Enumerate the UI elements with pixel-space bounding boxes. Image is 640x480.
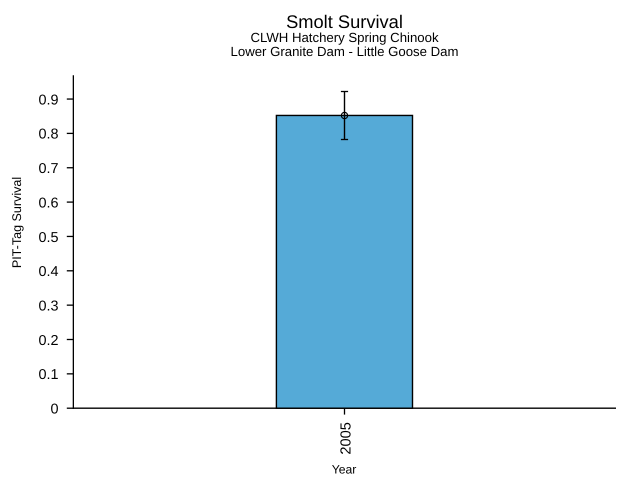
svg-text:0.5: 0.5 — [38, 230, 58, 246]
svg-text:PIT-Tag Survival: PIT-Tag Survival — [10, 177, 24, 268]
svg-text:Year: Year — [332, 463, 357, 477]
svg-text:0.3: 0.3 — [38, 298, 58, 314]
svg-text:0.1: 0.1 — [38, 367, 58, 383]
svg-text:0: 0 — [50, 402, 58, 418]
svg-text:0.2: 0.2 — [38, 333, 58, 349]
svg-text:CLWH Hatchery Spring Chinook: CLWH Hatchery Spring Chinook — [250, 30, 439, 45]
svg-text:Smolt Survival: Smolt Survival — [286, 11, 403, 32]
svg-text:Lower Granite Dam - Little Goo: Lower Granite Dam - Little Goose Dam — [231, 44, 459, 59]
svg-text:2005: 2005 — [339, 422, 355, 454]
svg-text:0.8: 0.8 — [38, 127, 58, 143]
svg-text:0.7: 0.7 — [38, 161, 58, 177]
svg-text:0.4: 0.4 — [38, 264, 58, 280]
svg-text:0.6: 0.6 — [38, 195, 58, 211]
svg-text:0.9: 0.9 — [38, 92, 58, 108]
